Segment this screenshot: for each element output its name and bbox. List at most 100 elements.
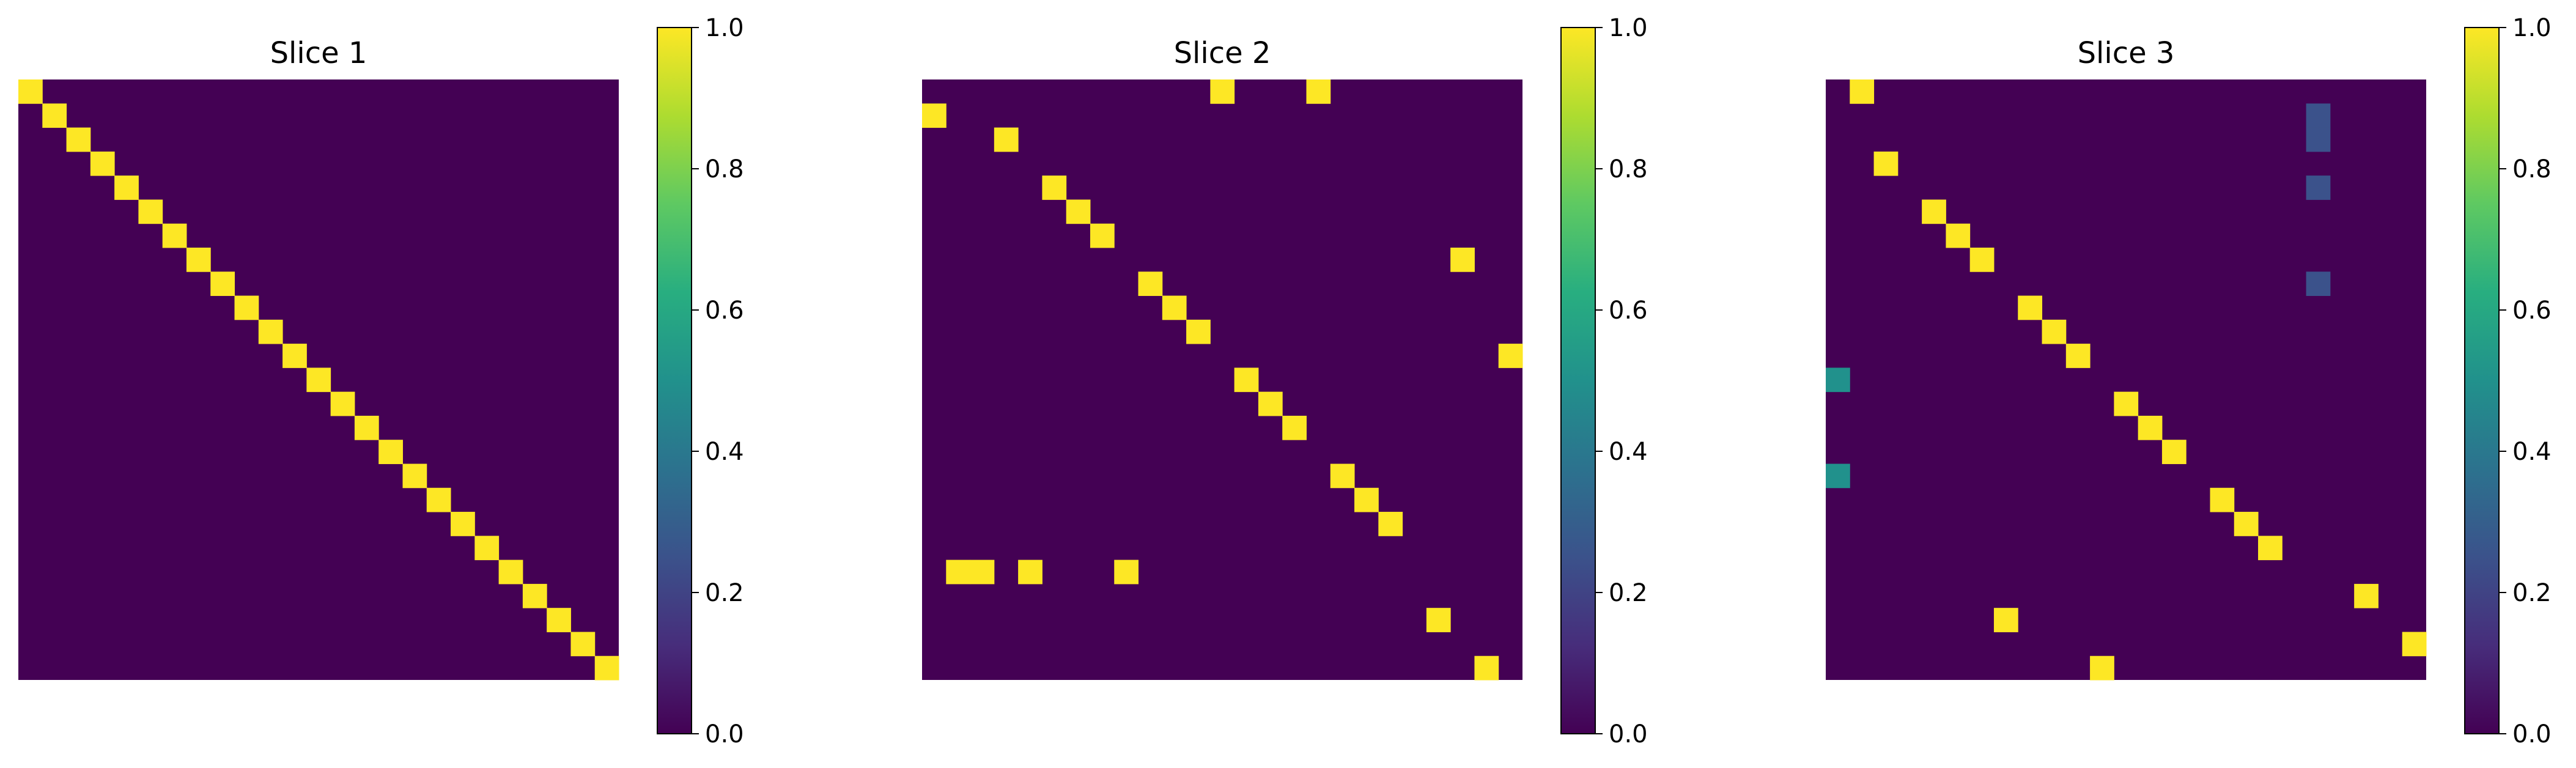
heatmap-cell [2090, 655, 2114, 681]
heatmap-cell [42, 103, 67, 128]
heatmap-cell [594, 655, 619, 681]
heatmap-cell [570, 632, 596, 657]
panel-title: Slice 3 [2078, 36, 2175, 70]
heatmap-cell [282, 344, 307, 368]
heatmap-cell [970, 559, 995, 585]
heatmap-cell [1946, 223, 1971, 248]
heatmap-cell [547, 608, 571, 632]
colorbar-tick-label: 0.0 [2512, 720, 2552, 748]
heatmap-cell [1826, 463, 1850, 489]
heatmap-cell [138, 199, 163, 224]
heatmap-cell [1993, 608, 2018, 632]
colorbar-tick-label: 0.2 [705, 579, 744, 607]
heatmap-cell [2402, 632, 2427, 657]
heatmap-cell [306, 367, 331, 393]
heatmap-cell [1922, 199, 1946, 224]
heatmap-cell [378, 440, 403, 464]
heatmap-cell [2065, 344, 2091, 368]
heatmap-cell [498, 559, 523, 585]
heatmap-cell [162, 223, 187, 248]
colorbar-tick-label: 0.6 [1609, 297, 1648, 325]
colorbar-tick-label: 0.4 [705, 438, 744, 466]
heatmap-background [1826, 79, 2426, 680]
heatmap-cell [2306, 175, 2331, 200]
heatmap-cell [994, 127, 1019, 152]
heatmap-cell [2258, 536, 2283, 561]
heatmap-cell [2161, 440, 2187, 464]
heatmap-cell [1282, 415, 1307, 440]
colorbar-tick-label: 0.8 [705, 155, 744, 183]
heatmap-panel-3: Slice 3 0.0 0.2 0.4 0.6 0.8 1.0 [1826, 14, 2552, 748]
heatmap-cell [210, 271, 235, 297]
heatmap-cell [2018, 295, 2043, 320]
colorbar-tick-label: 0.8 [2512, 155, 2552, 183]
heatmap-cell [2306, 127, 2331, 152]
heatmap-cell [1066, 199, 1091, 224]
heatmap-panel-2: Slice 2 0.0 0.2 0.4 0.6 0.8 1.0 [922, 14, 1648, 748]
heatmap-cell [1042, 175, 1067, 200]
colorbar-tick-label: 0.4 [1609, 438, 1648, 466]
heatmap-cell [1018, 559, 1043, 585]
colorbar [657, 27, 692, 734]
heatmap-background [922, 79, 1522, 680]
heatmap-cell [2138, 415, 2163, 440]
heatmap-cell [2306, 271, 2331, 297]
heatmap-cell [1474, 655, 1499, 681]
heatmap-cell [474, 536, 500, 561]
colorbar-tick-label: 0.6 [2512, 297, 2552, 325]
heatmap-cell [426, 487, 451, 512]
heatmap-cell [2042, 319, 2067, 344]
colorbar-tick-label: 0.0 [705, 720, 744, 748]
heatmap-cell [1114, 559, 1139, 585]
heatmap-cell [1850, 79, 1875, 104]
heatmap-cell [2114, 391, 2139, 416]
heatmap-cell [1210, 79, 1235, 104]
heatmap-cell [66, 127, 91, 152]
heatmap-cell [1090, 223, 1115, 248]
heatmap-cell [1258, 391, 1283, 416]
heatmap-cell [354, 415, 379, 440]
heatmap-cell [1186, 319, 1211, 344]
heatmap-cell [1306, 79, 1331, 104]
colorbar-tick-label: 0.6 [705, 297, 744, 325]
heatmap-cell [186, 247, 211, 272]
panel-title: Slice 1 [270, 36, 367, 70]
heatmap-cell [402, 463, 427, 489]
heatmap-cell [2210, 487, 2235, 512]
heatmap-cell [1234, 367, 1259, 393]
heatmap-cell [2234, 512, 2259, 536]
heatmap-cell [234, 295, 259, 320]
heatmap-cell [1138, 271, 1163, 297]
heatmap-cell [1969, 247, 1995, 272]
heatmap-cell [1378, 512, 1403, 536]
heatmap-cell [946, 559, 971, 585]
heatmap-cell [90, 151, 115, 176]
heatmap-cell [922, 103, 947, 128]
colorbar-tick-label: 1.0 [705, 14, 744, 42]
heatmap-panel-1: Slice 1 0.0 0.2 0.4 0.6 0.8 1.0 [18, 14, 744, 748]
heatmap-cell [2306, 103, 2331, 128]
heatmap-cell [1826, 367, 1850, 393]
colorbar-tick-label: 1.0 [2512, 14, 2552, 42]
colorbar [1560, 27, 1596, 734]
colorbar [2464, 27, 2500, 734]
colorbar-tick-label: 0.8 [1609, 155, 1648, 183]
heatmap-cell [1354, 487, 1379, 512]
heatmap-cell [330, 391, 355, 416]
heatmap-cell [1426, 608, 1451, 632]
heatmap-cell [1873, 151, 1899, 176]
colorbar-tick-label: 0.0 [1609, 720, 1648, 748]
heatmap-cell [1450, 247, 1475, 272]
heatmap-cell [522, 583, 547, 608]
panels: Slice 1 0.0 0.2 0.4 0.6 0.8 1.0 Slice 2 0.0 0.2 0.… [18, 14, 2552, 748]
panel-title: Slice 2 [1174, 36, 1271, 70]
heatmap-cell [114, 175, 139, 200]
colorbar-tick-label: 0.4 [2512, 438, 2552, 466]
heatmap-cell [18, 79, 43, 104]
colorbar-tick-label: 0.2 [1609, 579, 1648, 607]
colorbar-tick-label: 0.2 [2512, 579, 2552, 607]
heatmap-cell [1330, 463, 1355, 489]
heatmap-cell [2354, 583, 2379, 608]
heatmap-cell [1498, 344, 1523, 368]
